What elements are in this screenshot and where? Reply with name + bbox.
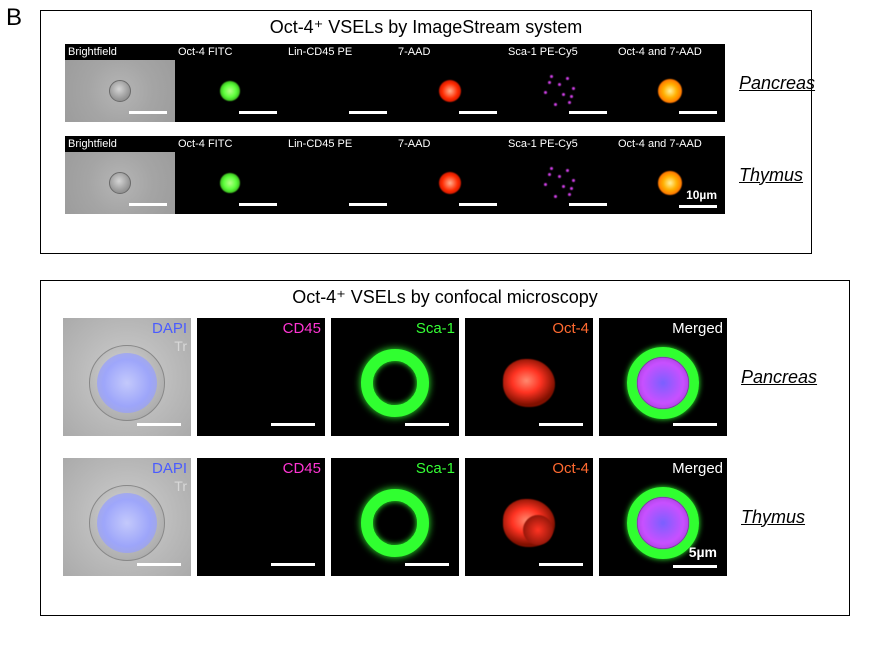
- confocal-cell: Merged: [599, 318, 727, 436]
- channel-label: CD45: [283, 460, 321, 477]
- imagestream-strip: Brightfield Oct-4 FITC Lin-CD45 PE 7-AAD Sca…: [65, 44, 725, 122]
- tissue-label: Thymus: [741, 507, 805, 528]
- tissue-label: Pancreas: [739, 73, 815, 94]
- scalebar: [129, 203, 167, 206]
- channel-label: DAPI: [152, 320, 187, 337]
- confocal-cell: Sca-1: [331, 318, 459, 436]
- tissue-label: Thymus: [739, 165, 803, 186]
- imagestream-row: Brightfield Oct-4 FITC Lin-CD45 PE 7-AAD Sca…: [41, 136, 811, 214]
- scalebar: [679, 111, 717, 114]
- tissue-label: Pancreas: [741, 367, 817, 388]
- scalebar: [271, 423, 315, 426]
- scalebar: [405, 423, 449, 426]
- channel-label: Oct-4: [552, 460, 589, 477]
- confocal-title: Oct-4⁺ VSELs by confocal microscopy: [41, 281, 849, 312]
- imagestream-row: Brightfield Oct-4 FITC Lin-CD45 PE 7-AAD Sca…: [41, 44, 811, 122]
- channel-sublabel: Tr: [174, 338, 187, 354]
- channel-label: Brightfield: [68, 46, 117, 58]
- scale-text: 10µm: [686, 188, 717, 202]
- scalebar: [459, 111, 497, 114]
- imagestream-cell: 7-AAD: [395, 44, 505, 122]
- channel-label: Sca-1 PE-Cy5: [508, 46, 578, 58]
- confocal-strip: DAPITr CD45 Sca-1 Oct-4 Merged: [63, 318, 727, 436]
- imagestream-cell: Sca-1 PE-Cy5: [505, 136, 615, 214]
- scalebar: [271, 563, 315, 566]
- channel-label: Sca-1: [416, 320, 455, 337]
- channel-label: Oct-4 FITC: [178, 138, 232, 150]
- channel-label: Oct-4: [552, 320, 589, 337]
- scalebar: [137, 563, 181, 566]
- confocal-panel: Oct-4⁺ VSELs by confocal microscopy DAPI…: [40, 280, 850, 616]
- scalebar: [137, 423, 181, 426]
- scalebar: [349, 111, 387, 114]
- imagestream-cell: 7-AAD: [395, 136, 505, 214]
- confocal-row: DAPITr CD45 Sca-1 Oct-4 Merged 5µm Thymus: [41, 458, 849, 576]
- imagestream-cell: Oct-4 and 7-AAD: [615, 44, 725, 122]
- scalebar: [349, 203, 387, 206]
- channel-label: Oct-4 FITC: [178, 46, 232, 58]
- channel-sublabel: Tr: [174, 478, 187, 494]
- scalebar: [539, 563, 583, 566]
- imagestream-cell: Oct-4 FITC: [175, 44, 285, 122]
- scalebar: [569, 111, 607, 114]
- confocal-cell: Oct-4: [465, 318, 593, 436]
- imagestream-strip: Brightfield Oct-4 FITC Lin-CD45 PE 7-AAD Sca…: [65, 136, 725, 214]
- imagestream-title: Oct-4⁺ VSELs by ImageStream system: [41, 11, 811, 42]
- confocal-cell: CD45: [197, 318, 325, 436]
- scalebar: [673, 565, 717, 568]
- confocal-cell: CD45: [197, 458, 325, 576]
- scalebar: [539, 423, 583, 426]
- confocal-cell: DAPITr: [63, 458, 191, 576]
- imagestream-cell: Brightfield: [65, 44, 175, 122]
- channel-label: Lin-CD45 PE: [288, 138, 352, 150]
- channel-label: Brightfield: [68, 138, 117, 150]
- scalebar: [679, 205, 717, 208]
- imagestream-panel: Oct-4⁺ VSELs by ImageStream system Brigh…: [40, 10, 812, 254]
- channel-label: 7-AAD: [398, 138, 430, 150]
- channel-label: Merged: [672, 320, 723, 337]
- channel-label: Merged: [672, 460, 723, 477]
- scale-text: 5µm: [689, 544, 717, 560]
- imagestream-cell: Oct-4 FITC: [175, 136, 285, 214]
- scalebar: [129, 111, 167, 114]
- panel-label: B: [6, 4, 22, 32]
- confocal-cell: Oct-4: [465, 458, 593, 576]
- channel-label: Sca-1: [416, 460, 455, 477]
- scalebar: [459, 203, 497, 206]
- confocal-cell: DAPITr: [63, 318, 191, 436]
- imagestream-cell: Lin-CD45 PE: [285, 136, 395, 214]
- confocal-strip: DAPITr CD45 Sca-1 Oct-4 Merged 5µm: [63, 458, 727, 576]
- imagestream-cell: Lin-CD45 PE: [285, 44, 395, 122]
- confocal-row: DAPITr CD45 Sca-1 Oct-4 Merged Pancreas: [41, 318, 849, 436]
- imagestream-cell: Oct-4 and 7-AAD 10µm: [615, 136, 725, 214]
- channel-label: CD45: [283, 320, 321, 337]
- scalebar: [673, 423, 717, 426]
- imagestream-cell: Brightfield: [65, 136, 175, 214]
- channel-label: Oct-4 and 7-AAD: [618, 46, 702, 58]
- imagestream-cell: Sca-1 PE-Cy5: [505, 44, 615, 122]
- channel-label: Oct-4 and 7-AAD: [618, 138, 702, 150]
- confocal-cell: Merged 5µm: [599, 458, 727, 576]
- scalebar: [239, 111, 277, 114]
- confocal-cell: Sca-1: [331, 458, 459, 576]
- channel-label: 7-AAD: [398, 46, 430, 58]
- channel-label: Lin-CD45 PE: [288, 46, 352, 58]
- scalebar: [569, 203, 607, 206]
- scalebar: [405, 563, 449, 566]
- scalebar: [239, 203, 277, 206]
- channel-label: DAPI: [152, 460, 187, 477]
- channel-label: Sca-1 PE-Cy5: [508, 138, 578, 150]
